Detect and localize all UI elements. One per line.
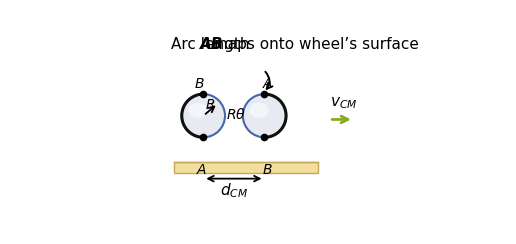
Circle shape	[243, 94, 286, 137]
Text: A: A	[263, 77, 272, 91]
Circle shape	[252, 104, 277, 128]
Ellipse shape	[188, 103, 208, 118]
Circle shape	[244, 95, 285, 136]
Circle shape	[251, 103, 278, 129]
Text: AB: AB	[200, 37, 223, 52]
Circle shape	[197, 109, 210, 122]
Circle shape	[198, 110, 209, 121]
Text: A: A	[197, 163, 206, 177]
Circle shape	[188, 101, 218, 131]
Circle shape	[258, 109, 271, 122]
Circle shape	[256, 107, 273, 124]
Circle shape	[250, 102, 279, 130]
Circle shape	[262, 113, 267, 118]
Text: $R\theta$: $R\theta$	[227, 107, 246, 122]
Circle shape	[190, 103, 216, 129]
Text: R: R	[206, 98, 216, 112]
Circle shape	[192, 105, 214, 126]
Circle shape	[259, 110, 270, 121]
Circle shape	[261, 112, 268, 119]
Bar	[174, 162, 318, 173]
Circle shape	[260, 111, 269, 120]
Circle shape	[247, 98, 282, 133]
Circle shape	[243, 94, 286, 137]
Text: B: B	[263, 163, 272, 177]
Circle shape	[200, 112, 206, 119]
Circle shape	[248, 100, 281, 132]
Circle shape	[257, 108, 272, 123]
Text: B: B	[195, 77, 204, 91]
Circle shape	[182, 94, 225, 137]
Circle shape	[263, 115, 266, 117]
Circle shape	[191, 104, 215, 128]
Circle shape	[185, 97, 222, 134]
Text: $d_{\mathregular{CM}}$: $d_{\mathregular{CM}}$	[220, 182, 248, 200]
Circle shape	[246, 97, 283, 134]
Circle shape	[187, 100, 220, 132]
Circle shape	[186, 98, 221, 133]
Text: $v_{\mathregular{CM}}$: $v_{\mathregular{CM}}$	[330, 95, 358, 111]
Circle shape	[189, 102, 217, 130]
Circle shape	[195, 107, 212, 124]
Circle shape	[183, 95, 224, 136]
Circle shape	[196, 108, 211, 123]
Ellipse shape	[249, 103, 269, 118]
Circle shape	[249, 101, 280, 131]
Text: maps onto wheel’s surface: maps onto wheel’s surface	[208, 37, 419, 52]
Circle shape	[245, 96, 284, 135]
Circle shape	[194, 106, 213, 125]
Circle shape	[199, 111, 208, 120]
Circle shape	[182, 94, 225, 137]
Circle shape	[255, 106, 274, 125]
Circle shape	[184, 96, 223, 135]
Circle shape	[254, 105, 275, 126]
Circle shape	[202, 115, 204, 117]
Circle shape	[201, 113, 205, 118]
Text: Arc length: Arc length	[171, 37, 255, 52]
